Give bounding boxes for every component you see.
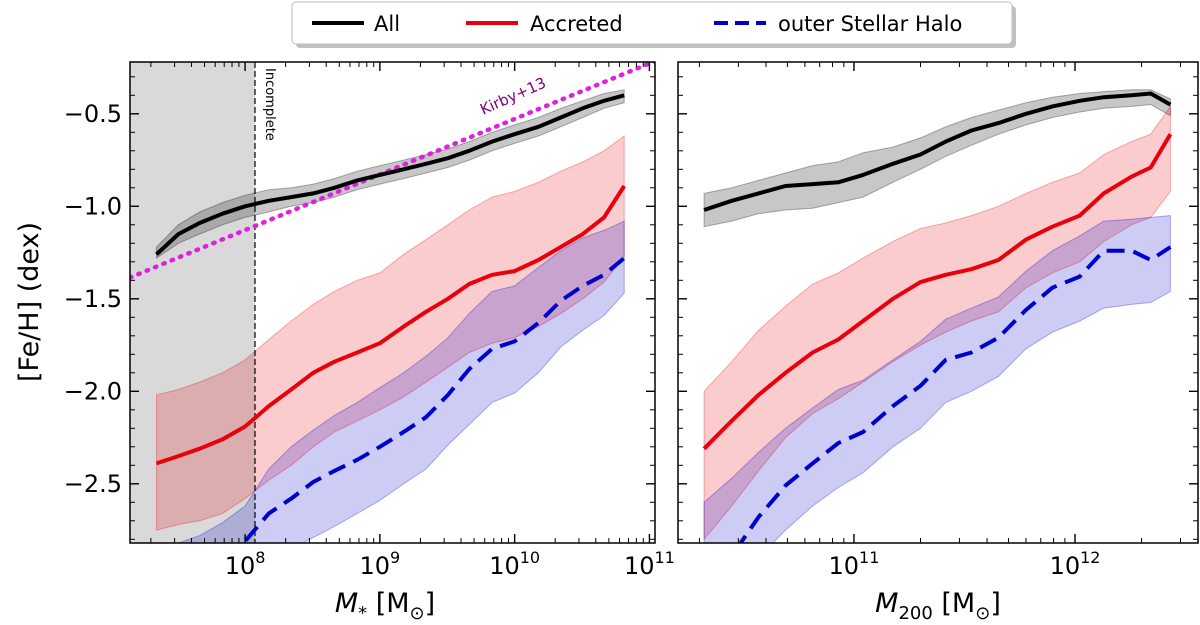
left-median-lines (130, 62, 655, 543)
left-x-ticks: 108 109 1010 1011 (150, 62, 675, 580)
right-panel: 1011 1012 (677, 61, 1199, 580)
x-tick-label: 1011 (624, 548, 675, 580)
y-tick-label: −0.5 (64, 100, 122, 128)
right-x-ticks: 1011 1012 (698, 62, 1181, 580)
y-tick-label: −2.5 (64, 470, 122, 498)
left-axes-frame (129, 61, 656, 544)
line-outer-stellar-halo (738, 245, 1172, 543)
band-accreted (703, 104, 1171, 541)
incomplete-region (130, 62, 255, 543)
y-tick-label: −2.0 (64, 377, 122, 405)
x-tick-label: 1011 (828, 548, 879, 580)
right-median-lines (702, 91, 1173, 543)
right-axes-frame (677, 61, 1199, 544)
legend-label-outer-halo: outer Stellar Halo (778, 12, 962, 36)
x-tick-label: 108 (225, 548, 266, 580)
right-y-ticks (678, 76, 1198, 540)
legend-label-all: All (374, 12, 400, 36)
band-outer-stellar-halo (177, 220, 625, 543)
left-y-ticks: −0.5 −1.0 −1.5 −2.0 −2.5 (64, 76, 655, 540)
band-all (703, 89, 1171, 228)
line-outer-stellar-halo (239, 256, 626, 543)
x-tick-label: 1010 (489, 548, 540, 580)
kirby-label: Kirby+13 (477, 74, 548, 119)
y-axis-label: [Fe/H] (dex) (14, 222, 45, 382)
legend-box (291, 1, 1013, 45)
legend-label-accreted: Accreted (530, 12, 623, 36)
left-x-axis-label: M* [M⊙] (335, 588, 435, 624)
line-all (155, 93, 625, 256)
band-accreted (156, 135, 625, 531)
line-accreted (702, 133, 1173, 451)
x-tick-label: 1012 (1050, 548, 1101, 580)
right-x-axis-label: M200 [M⊙] (875, 588, 1001, 624)
incomplete-label: Incomplete (262, 68, 277, 141)
left-panel: Incomplete Kirby+13 108 109 1010 1011 −0.5−… (64, 61, 675, 580)
y-tick-label: −1.0 (64, 192, 122, 220)
legend: All Accreted outer Stellar Halo (291, 1, 1016, 48)
y-tick-label: −1.5 (64, 285, 122, 313)
line-all (703, 91, 1172, 212)
band-outer-stellar-halo (703, 215, 1171, 543)
right-scatter-bands (703, 89, 1171, 543)
line-accreted (155, 184, 626, 466)
x-tick-label: 109 (359, 548, 400, 580)
